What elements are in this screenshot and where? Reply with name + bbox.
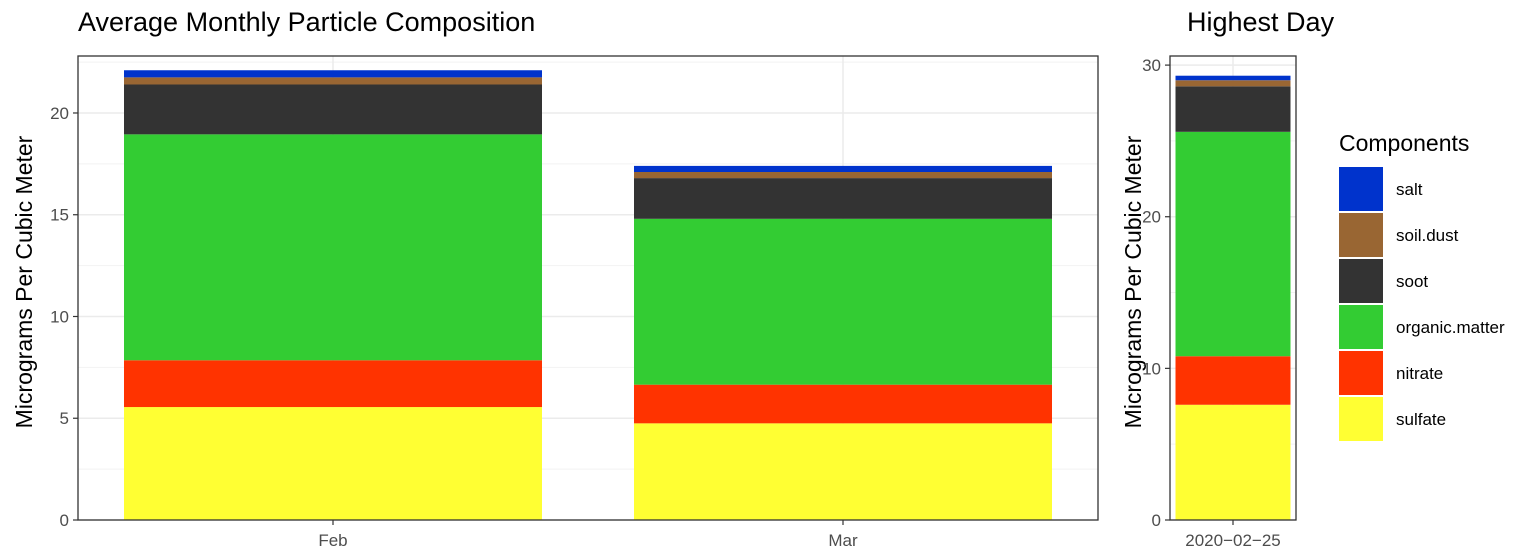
monthly-y-tick-label: 20 <box>50 104 69 123</box>
highest-day-y-axis-label: Micrograms Per Cubic Meter <box>1120 135 1146 428</box>
monthly-x-tick-label: Feb <box>318 531 347 550</box>
highest-day-y-tick-label: 30 <box>1142 56 1161 75</box>
legend-swatch-nitrate <box>1339 351 1383 395</box>
highest-day-title: Highest Day <box>1187 7 1335 37</box>
legend-title: Components <box>1339 130 1469 156</box>
monthly-bar-sulfate-0 <box>124 407 542 520</box>
monthly-chart-title: Average Monthly Particle Composition <box>78 7 535 37</box>
highest-day-bar-soot-0 <box>1175 86 1291 132</box>
monthly-bar-organic-matter-0 <box>124 134 542 361</box>
highest-day-x-tick-label: 2020−02−25 <box>1185 531 1281 550</box>
highest-day-bar-nitrate-0 <box>1175 356 1291 405</box>
monthly-y-tick-label: 0 <box>60 511 69 530</box>
monthly-panel-border <box>77 55 1099 521</box>
highest-day-bar-organic-matter-0 <box>1175 131 1291 357</box>
monthly-x-tick-label: Mar <box>828 531 858 550</box>
monthly-bar-soil-dust-0 <box>124 77 542 85</box>
monthly-bar-nitrate-0 <box>124 360 542 408</box>
monthly-bar-soot-1 <box>634 178 1052 219</box>
highest-day-y-tick-label: 10 <box>1142 359 1161 378</box>
legend-label-salt: salt <box>1396 180 1423 199</box>
legend-swatch-organic-matter <box>1339 305 1383 349</box>
legend-swatch-salt <box>1339 167 1383 211</box>
legend-swatch-soil-dust <box>1339 213 1383 257</box>
monthly-y-tick-label: 10 <box>50 307 69 326</box>
highest-day-bar-soil-dust-0 <box>1175 80 1291 87</box>
monthly-y-tick-label: 15 <box>50 206 69 225</box>
monthly-bar-soil-dust-1 <box>634 172 1052 179</box>
legend-swatch-soot <box>1339 259 1383 303</box>
monthly-bar-sulfate-1 <box>634 423 1052 520</box>
legend-label-sulfate: sulfate <box>1396 410 1446 429</box>
legend-label-soot: soot <box>1396 272 1428 291</box>
legend-label-nitrate: nitrate <box>1396 364 1443 383</box>
monthly-bar-salt-0 <box>124 70 542 78</box>
monthly-bar-salt-1 <box>634 165 1052 172</box>
legend-swatch-sulfate <box>1339 397 1383 441</box>
highest-day-y-tick-label: 0 <box>1152 511 1161 530</box>
highest-day-y-tick-label: 20 <box>1142 208 1161 227</box>
monthly-bar-nitrate-1 <box>634 384 1052 424</box>
monthly-bar-organic-matter-1 <box>634 218 1052 385</box>
monthly-y-axis-label: Micrograms Per Cubic Meter <box>11 135 37 428</box>
legend-label-soil-dust: soil.dust <box>1396 226 1459 245</box>
monthly-y-tick-label: 5 <box>60 409 69 428</box>
legend: Components salt soil.dust soot organic.matt… <box>1339 130 1505 441</box>
monthly-bar-soot-0 <box>124 84 542 135</box>
highest-day-bar-sulfate-0 <box>1175 404 1291 520</box>
highest-day-plot-panel: 0 10 20 30 2020−02−25 <box>1142 55 1297 550</box>
monthly-plot-panel: 0 5 10 15 20 Feb Mar <box>50 55 1099 550</box>
legend-label-organic-matter: organic.matter <box>1396 318 1505 337</box>
highest-day-bar-salt-0 <box>1175 75 1291 81</box>
